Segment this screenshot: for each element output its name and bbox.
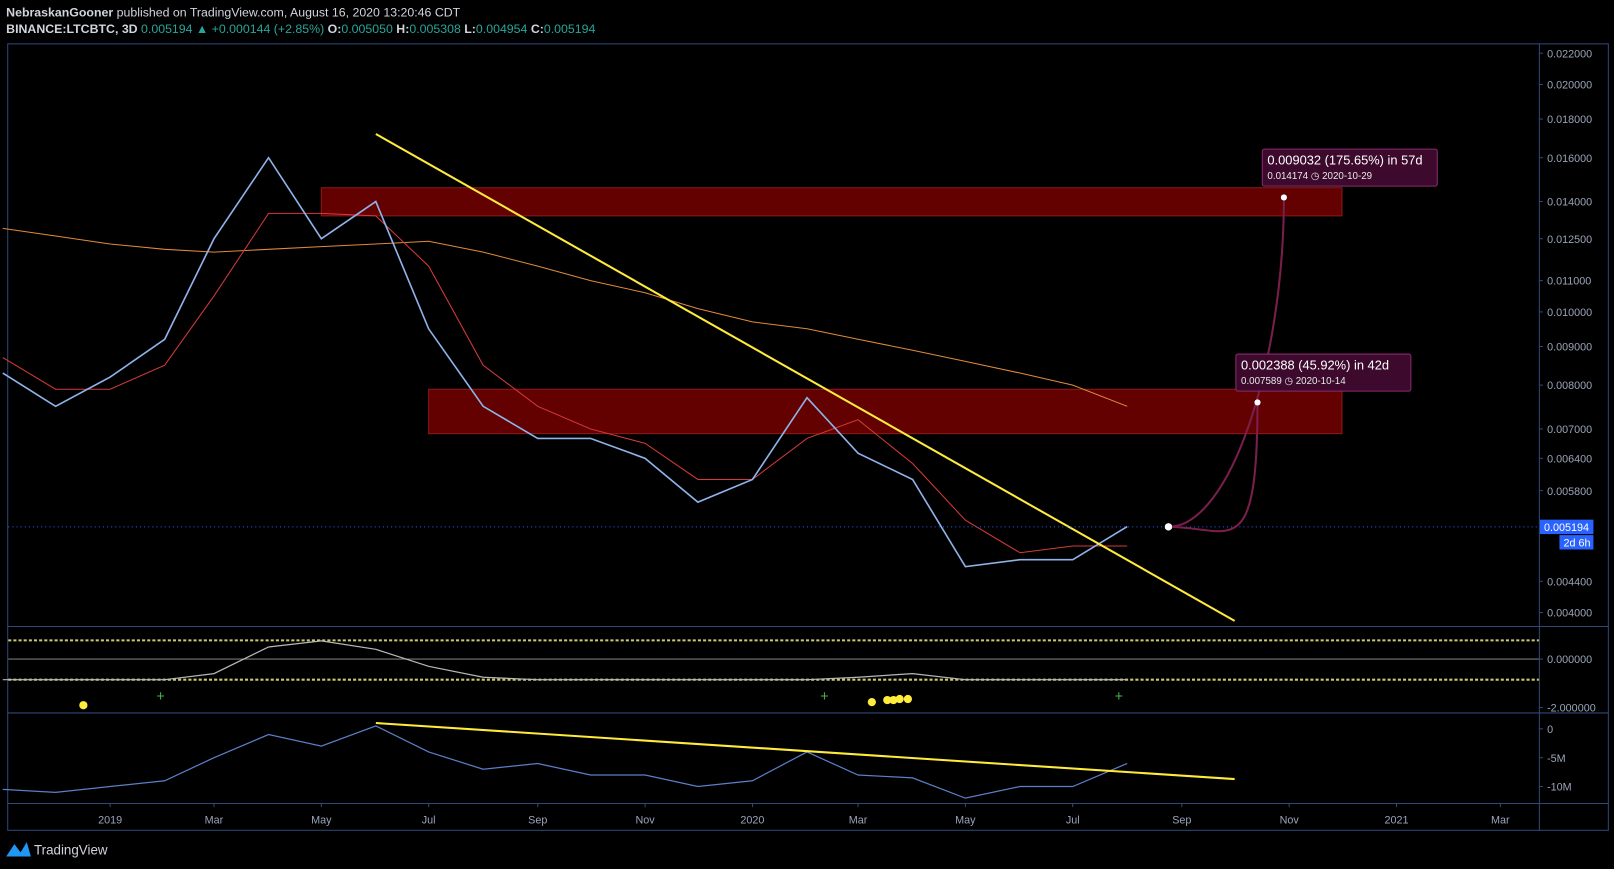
projection-end — [1254, 399, 1261, 406]
x-tick-label: Jul — [422, 815, 436, 827]
series-line — [2, 227, 1128, 407]
y-tick-label: 0.010000 — [1547, 307, 1592, 319]
y-tick-label: 0.022000 — [1547, 48, 1592, 60]
clock-icon: ◷ — [1308, 171, 1322, 182]
projection-date: 2020-10-29 — [1322, 171, 1372, 182]
signal-dot — [867, 698, 876, 707]
panel-frame — [7, 43, 1609, 831]
projection-label: 0.009032 (175.65%) in 57d — [1267, 153, 1422, 168]
up-arrow: ▲ — [196, 22, 208, 36]
signal-dot — [903, 694, 912, 704]
high: 0.005308 — [409, 22, 461, 36]
series-line — [2, 640, 1128, 681]
footer: TradingView — [6, 842, 108, 857]
symbol: BINANCE:LTCBTC, 3D — [6, 22, 138, 36]
projection-path — [1168, 197, 1285, 528]
projection-start — [1164, 523, 1173, 531]
countdown-label: 2d 6h — [1564, 537, 1591, 549]
y-tick-label: 0.004400 — [1547, 576, 1592, 588]
y-tick-label: 0.005800 — [1547, 486, 1592, 498]
series-line — [2, 156, 1128, 568]
y-tick-label: 0.008000 — [1547, 380, 1592, 392]
last-price-label: 0.005194 — [1544, 522, 1589, 534]
x-tick-label: May — [311, 815, 332, 827]
x-tick-label: Nov — [1280, 815, 1300, 827]
trendline — [375, 721, 1235, 781]
chart-layer: 0.022000 0.020000 0.018000 0.016000 0.014000… — [2, 48, 1596, 827]
signal-plus: + — [156, 689, 164, 705]
symbol-line: BINANCE:LTCBTC, 3D 0.005194 ▲ +0.000144 … — [6, 22, 595, 36]
brand: TradingView — [34, 842, 108, 857]
signal-dot — [79, 701, 88, 710]
y-tick-label: -2.000000 — [1547, 703, 1596, 715]
trendline — [375, 133, 1236, 622]
author: NebraskanGooner — [6, 6, 113, 20]
outer-frame — [7, 43, 1609, 831]
y-tick-label: 0.011000 — [1547, 276, 1591, 288]
projection-label: 0.002388 (45.92%) in 42d — [1241, 357, 1389, 372]
signal-dot — [883, 695, 892, 705]
last-price-tag — [1539, 519, 1594, 535]
projection-detail: 0.014174 ◷ 2020-10-29 — [1267, 171, 1372, 182]
y-tick-label: -10M — [1547, 782, 1572, 794]
signal-dot — [889, 695, 898, 705]
x-tick-label: Mar — [1491, 815, 1510, 827]
x-tick-label: 2019 — [98, 815, 122, 827]
change: +0.000144 (+2.85%) — [212, 22, 325, 36]
projection-date: 2020-10-14 — [1296, 376, 1347, 387]
y-tick-label: 0.007000 — [1547, 424, 1592, 436]
series-line — [2, 212, 1128, 554]
y-tick-label: 0.004000 — [1547, 608, 1592, 620]
close: 0.005194 — [544, 22, 596, 36]
y-tick-label: 0.020000 — [1547, 80, 1592, 92]
y-tick-label: 0.000000 — [1547, 654, 1592, 666]
signal-plus: + — [1115, 689, 1123, 705]
series-line — [2, 725, 1128, 799]
x-tick-label: Sep — [528, 815, 547, 827]
high-label: H: — [396, 22, 409, 36]
x-tick-label: Mar — [849, 815, 868, 827]
x-tick-label: Jul — [1066, 815, 1080, 827]
logo — [6, 842, 31, 857]
y-tick-label: 0.014000 — [1547, 197, 1592, 209]
y-tick-label: 0.018000 — [1547, 114, 1592, 126]
x-tick-label: Sep — [1172, 815, 1191, 827]
x-tick-label: 2021 — [1385, 815, 1409, 827]
x-tick-label: Mar — [205, 815, 224, 827]
signal-dot — [895, 694, 904, 704]
x-tick-label: 2020 — [740, 815, 764, 827]
countdown-tag — [1559, 535, 1594, 550]
clock-icon: ◷ — [1282, 376, 1296, 387]
resistance-zone — [320, 187, 1343, 217]
y-tick-label: -5M — [1547, 753, 1566, 765]
open-label: O: — [328, 22, 342, 36]
signal-markers: + + + — [79, 689, 1123, 710]
x-tick-label: Nov — [636, 815, 656, 827]
projection-target: 0.014174 — [1267, 171, 1308, 182]
y-tick-label: 0.009000 — [1547, 342, 1592, 354]
projection-path — [1168, 402, 1259, 533]
projection-end — [1280, 194, 1287, 201]
x-tick-label: May — [955, 815, 976, 827]
y-tick-label: 0.012500 — [1547, 234, 1592, 246]
y-tick-label: 0.016000 — [1547, 153, 1592, 165]
last-value: 0.005194 — [141, 22, 193, 36]
published: published on TradingView.com, August 16,… — [117, 6, 461, 20]
resistance-zone — [428, 388, 1343, 435]
projection-detail: 0.007589 ◷ 2020-10-14 — [1241, 376, 1346, 387]
publish-line: NebraskanGooner published on TradingView… — [6, 6, 460, 20]
y-tick-label: 0 — [1547, 724, 1553, 736]
close-label: C: — [531, 22, 544, 36]
projection-box — [1235, 353, 1412, 392]
open: 0.005050 — [341, 22, 393, 36]
signal-plus: + — [820, 689, 828, 705]
y-tick-label: 0.006400 — [1547, 453, 1592, 465]
low: 0.004954 — [476, 22, 528, 36]
low-label: L: — [464, 22, 476, 36]
projection-box — [1261, 148, 1438, 187]
projection-target: 0.007589 — [1241, 376, 1282, 387]
